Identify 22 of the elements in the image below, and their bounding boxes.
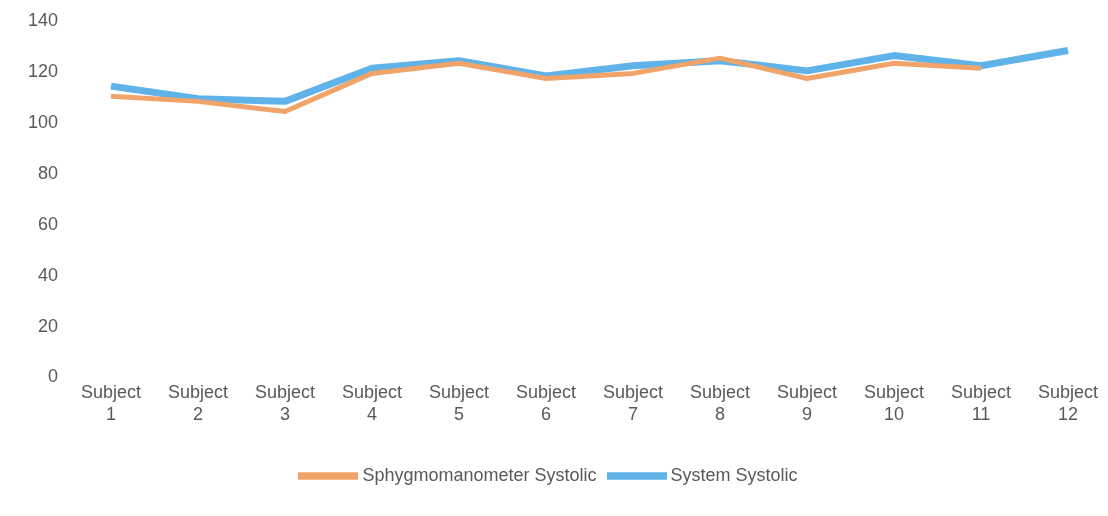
x-tick-label: Subject 11: [950, 382, 1012, 424]
y-tick-label: 60: [37, 213, 58, 234]
y-tick-label: 100: [27, 112, 58, 133]
x-tick-label: Subject 12: [1037, 382, 1099, 424]
y-tick-label: 80: [37, 162, 58, 183]
x-tick-label: Subject 6: [515, 382, 577, 424]
x-tick-label: Subject 7: [602, 382, 664, 424]
x-tick-label: Subject 10: [863, 382, 925, 424]
x-tick-label: Subject 1: [80, 382, 142, 424]
y-tick-label: 20: [37, 315, 58, 336]
y-tick-label: 40: [37, 264, 58, 285]
y-tick-label: 140: [27, 10, 58, 31]
x-tick-label: Subject 9: [776, 382, 838, 424]
y-tick-label: 120: [27, 61, 58, 82]
x-tick-label: Subject 2: [167, 382, 229, 424]
y-tick-label: 0: [47, 366, 58, 387]
x-tick-label: Subject 8: [689, 382, 751, 424]
x-tick-label: Subject 4: [341, 382, 403, 424]
x-tick-label: Subject 5: [428, 382, 490, 424]
x-tick-label: Subject 3: [254, 382, 316, 424]
legend-label: System Systolic: [670, 464, 798, 485]
legend-label: Sphygmomanometer Systolic: [362, 464, 597, 485]
